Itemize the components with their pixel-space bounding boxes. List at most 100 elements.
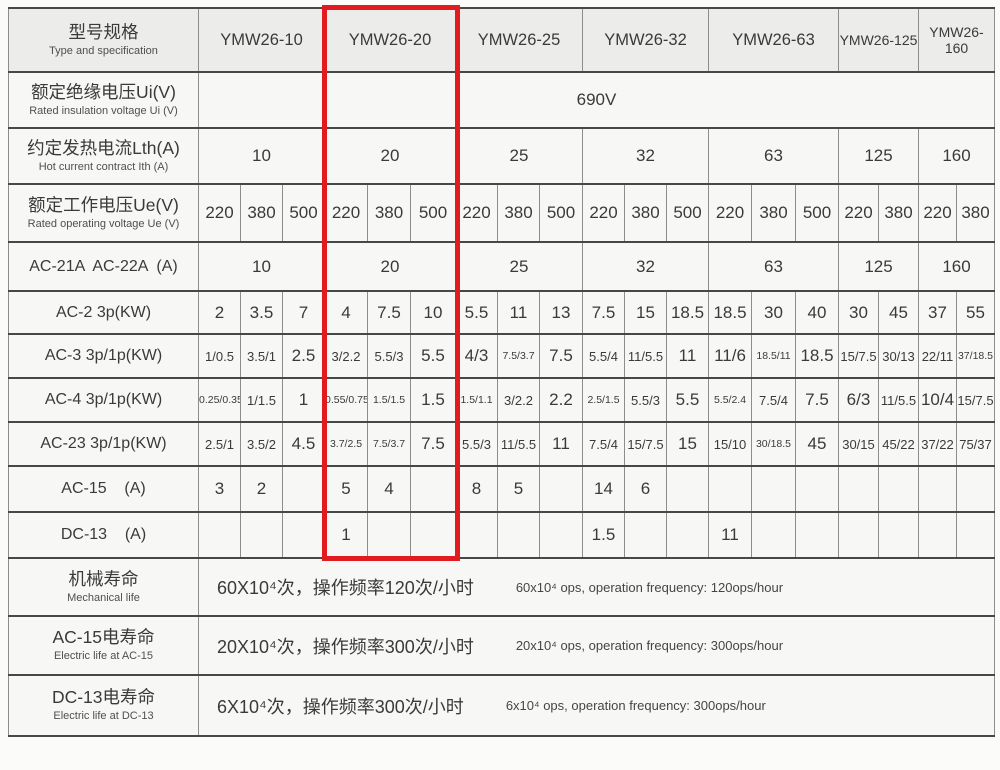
value-cell: 2.5/1.5 (582, 377, 625, 423)
value-cell: 30 (838, 290, 879, 335)
value-cell: 3/2.2 (324, 333, 368, 379)
value-cell: 55 (956, 290, 995, 335)
value-cell: 15 (624, 290, 667, 335)
value-cell (497, 511, 540, 559)
value-cell: 25 (455, 127, 583, 185)
value-cell (282, 465, 325, 513)
value-cell (539, 465, 583, 513)
value-cell (198, 511, 241, 559)
value-cell: 40 (795, 290, 839, 335)
value-cell: 2 (198, 290, 241, 335)
header-model-ymw26-32: YMW26-32 (582, 7, 709, 73)
value-cell: 3.5/1 (240, 333, 283, 379)
value-cell: 11 (708, 511, 752, 559)
row-ac23-3p-1p: AC-23 3p/1p(KW) 2.5/1 3.5/2 4.5 3.7/2.5 … (8, 421, 995, 467)
label-insulation-en: Rated insulation voltage Ui (V) (29, 104, 178, 117)
value-cell: 22/11 (918, 333, 957, 379)
value-cell: 45/22 (878, 421, 919, 467)
value-cell (455, 511, 498, 559)
header-type-spec-zh: 型号规格 (68, 21, 139, 42)
label-ac23-3p-1p: AC-23 3p/1p(KW) (8, 421, 199, 467)
value-cell (410, 465, 456, 513)
value-cell: 10 (198, 127, 325, 185)
value-cell: 500 (666, 183, 709, 243)
value-cell: 18.5 (795, 333, 839, 379)
value-cell: 380 (956, 183, 995, 243)
mech-life-zh-text: 60X10⁴次，操作频率120次/小时 (217, 578, 474, 598)
value-cell: 7.5 (539, 333, 583, 379)
value-cell: 220 (918, 183, 957, 243)
row-dc13-electric-life: DC-13电寿命 Electric life at DC-13 6X10⁴次，操… (8, 674, 995, 737)
value-cell: 380 (878, 183, 919, 243)
label-voltage-en: Rated operating voltage Ue (V) (27, 217, 180, 230)
value-cell: 30 (751, 290, 796, 335)
value-cell: 4 (324, 290, 368, 335)
value-cell: 5.5 (666, 377, 709, 423)
value-cell: 1 (282, 377, 325, 423)
label-operating-voltage: 额定工作电压Ue(V) Rated operating voltage Ue (… (8, 183, 199, 243)
value-cell: 220 (198, 183, 241, 243)
row-ac2-3p: AC-2 3p(KW) 2 3.5 7 4 7.5 10 5.5 11 13 7… (8, 290, 995, 335)
value-cell: 5.5 (455, 290, 498, 335)
value-cell: 32 (582, 241, 709, 292)
label-dc13life-zh: DC-13电寿命 (51, 687, 156, 708)
value-cell: 7.5 (367, 290, 411, 335)
value-cell: 30/13 (878, 333, 919, 379)
value-cell: 380 (751, 183, 796, 243)
label-mechanical-life: 机械寿命 Mechanical life (8, 557, 199, 617)
value-cell (751, 465, 796, 513)
value-cell: 30/15 (838, 421, 879, 467)
ac15life-en-text: 20x10⁴ ops, operation frequency: 300ops/… (515, 638, 784, 653)
value-cell (624, 511, 667, 559)
value-cell: 125 (838, 241, 919, 292)
value-cell: 7.5 (410, 421, 456, 467)
value-cell: 11/5.5 (878, 377, 919, 423)
value-cell: 160 (918, 127, 995, 185)
value-cell: 3 (198, 465, 241, 513)
row-thermal-current: 约定发热电流Lth(A) Hot current contract Ith (A… (8, 127, 995, 185)
value-cell: 13 (539, 290, 583, 335)
label-dc13-electric-life: DC-13电寿命 Electric life at DC-13 (8, 674, 199, 737)
value-cell (956, 465, 995, 513)
value-cell: 1.5/1.1 (455, 377, 498, 423)
value-cell (708, 465, 752, 513)
value-cell: 5.5/2.4 (708, 377, 752, 423)
value-cell: 5 (324, 465, 368, 513)
value-cell: 0.55/0.75 (324, 377, 368, 423)
value-cell: 45 (795, 421, 839, 467)
label-ac15-electric-life: AC-15电寿命 Electric life at AC-15 (8, 615, 199, 676)
value-cell: 2 (240, 465, 283, 513)
value-cell: 380 (624, 183, 667, 243)
value-cell: 1.5 (410, 377, 456, 423)
value-cell: 5.5/3 (367, 333, 411, 379)
value-cell: 220 (582, 183, 625, 243)
label-mech-zh: 机械寿命 (68, 568, 139, 589)
value-cell (918, 465, 957, 513)
value-cell: 0.25/0.35 (198, 377, 241, 423)
value-cell: 220 (324, 183, 368, 243)
value-cell (838, 465, 879, 513)
value-cell: 1 (324, 511, 368, 559)
label-insulation-voltage: 额定绝缘电压Ui(V) Rated insulation voltage Ui … (8, 71, 199, 129)
value-cell: 37/22 (918, 421, 957, 467)
label-insulation-zh: 额定绝缘电压Ui(V) (31, 81, 176, 102)
value-cell: 500 (410, 183, 456, 243)
header-model-ymw26-10: YMW26-10 (198, 7, 325, 73)
value-cell: 11 (497, 290, 540, 335)
row-mechanical-life: 机械寿命 Mechanical life 60X10⁴次，操作频率120次/小时… (8, 557, 995, 617)
label-thermal-zh: 约定发热电流Lth(A) (27, 137, 180, 158)
value-cell: 10/4 (918, 377, 957, 423)
value-cell: 11/5.5 (497, 421, 540, 467)
label-ac4-3p-1p: AC-4 3p/1p(KW) (8, 377, 199, 423)
value-dc13-electric-life: 6X10⁴次，操作频率300次/小时 6x10⁴ ops, operation … (198, 674, 995, 737)
value-cell: 7.5 (795, 377, 839, 423)
value-cell: 37/18.5 (956, 333, 995, 379)
value-cell: 3.5 (240, 290, 283, 335)
label-ac21a-ac22a: AC-21A AC-22A (A) (8, 241, 199, 292)
value-cell: 220 (838, 183, 879, 243)
header-model-ymw26-20: YMW26-20 (324, 7, 456, 73)
value-cell: 18.5/11 (751, 333, 796, 379)
value-cell: 1/1.5 (240, 377, 283, 423)
value-cell: 8 (455, 465, 498, 513)
value-cell: 7.5/3.7 (497, 333, 540, 379)
